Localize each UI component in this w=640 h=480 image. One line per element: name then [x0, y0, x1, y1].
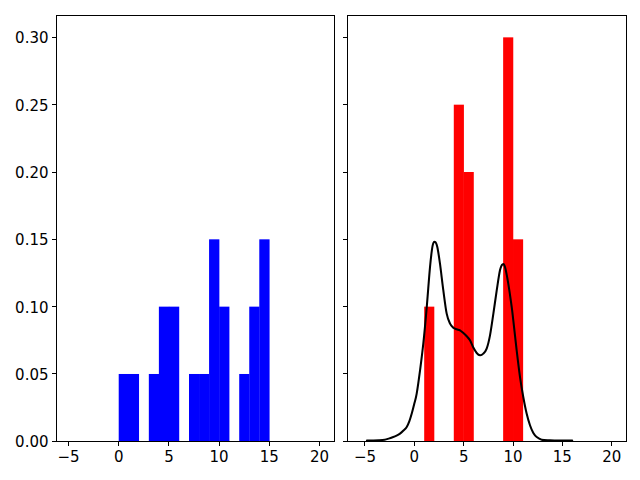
histogram-bar	[503, 37, 513, 441]
chart-canvas: −5051015200.000.050.100.150.200.250.30−5…	[0, 0, 640, 480]
histogram-bar	[159, 307, 169, 442]
x-tick-label: 0	[114, 448, 124, 466]
histogram-bar	[149, 374, 159, 441]
axes-spines	[348, 15, 627, 441]
histogram-bar	[189, 374, 199, 441]
x-tick-label: 15	[260, 448, 279, 466]
figure: −5051015200.000.050.100.150.200.250.30−5…	[0, 0, 640, 480]
y-tick-label: 0.20	[15, 164, 48, 182]
histogram-bar	[169, 307, 179, 442]
x-tick-label: −5	[354, 448, 376, 466]
histogram-bar	[219, 307, 229, 442]
y-tick-label: 0.00	[15, 433, 48, 451]
x-tick-label: 20	[310, 448, 329, 466]
x-tick-label: 5	[459, 448, 469, 466]
histogram-bar	[464, 172, 474, 441]
x-tick-label: 0	[410, 448, 420, 466]
x-tick-label: 15	[553, 448, 572, 466]
y-tick-label: 0.15	[15, 231, 48, 249]
histogram-bar	[129, 374, 139, 441]
x-tick-label: 10	[503, 448, 522, 466]
x-tick-label: 10	[210, 448, 229, 466]
histogram-bar	[199, 374, 209, 441]
histogram-bar	[209, 239, 219, 441]
x-tick-label: 20	[602, 448, 621, 466]
y-tick-label: 0.30	[15, 29, 48, 47]
histogram-bar	[454, 105, 464, 442]
x-tick-label: −5	[57, 448, 79, 466]
y-tick-label: 0.25	[15, 97, 48, 115]
subplot-2: −5 0 5 10 15 20	[343, 15, 626, 466]
histogram-bar	[119, 374, 129, 441]
histogram-bar	[249, 307, 259, 442]
y-tick-label: 0.10	[15, 299, 48, 317]
y-tick-label: 0.05	[15, 366, 48, 384]
histogram-bar	[239, 374, 249, 441]
x-tick-label: 5	[164, 448, 174, 466]
subplot-1: −5 0 5 10 15 20 0.00 0.05 0.10 0.15 0.20 0.25 0.30	[15, 15, 334, 466]
histogram-bar	[259, 239, 269, 441]
